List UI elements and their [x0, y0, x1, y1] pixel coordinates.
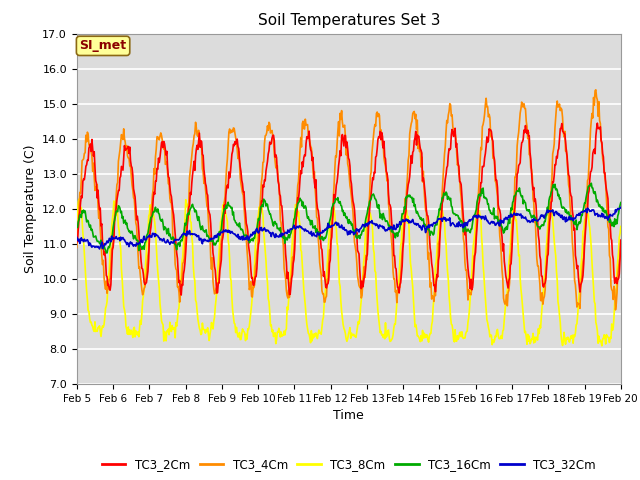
TC3_32Cm	[431, 221, 439, 227]
TC3_2Cm	[223, 182, 231, 188]
TC3_8Cm	[73, 218, 81, 224]
TC3_16Cm	[416, 214, 424, 220]
TC3_16Cm	[73, 225, 81, 230]
Text: SI_met: SI_met	[79, 39, 127, 52]
TC3_32Cm	[140, 235, 147, 241]
Line: TC3_32Cm: TC3_32Cm	[77, 207, 621, 249]
TC3_4Cm	[139, 292, 147, 298]
TC3_4Cm	[194, 133, 202, 139]
TC3_8Cm	[431, 263, 439, 268]
TC3_4Cm	[431, 289, 438, 295]
TC3_2Cm	[431, 289, 439, 295]
TC3_8Cm	[195, 321, 202, 327]
TC3_8Cm	[598, 343, 605, 348]
TC3_4Cm	[415, 139, 422, 144]
Line: TC3_8Cm: TC3_8Cm	[77, 199, 621, 346]
TC3_16Cm	[103, 250, 111, 256]
TC3_4Cm	[617, 239, 625, 244]
Title: Soil Temperatures Set 3: Soil Temperatures Set 3	[257, 13, 440, 28]
TC3_2Cm	[416, 141, 424, 146]
TC3_16Cm	[431, 222, 439, 228]
TC3_8Cm	[617, 224, 625, 229]
TC3_4Cm	[612, 307, 620, 313]
TC3_8Cm	[416, 336, 424, 342]
TC3_4Cm	[592, 87, 600, 93]
TC3_32Cm	[83, 237, 90, 243]
TC3_8Cm	[223, 218, 231, 224]
Line: TC3_4Cm: TC3_4Cm	[77, 90, 621, 310]
TC3_16Cm	[617, 200, 625, 205]
TC3_32Cm	[195, 233, 202, 239]
TC3_32Cm	[416, 224, 424, 230]
TC3_2Cm	[195, 138, 202, 144]
TC3_4Cm	[73, 244, 81, 250]
TC3_2Cm	[593, 120, 601, 126]
Line: TC3_16Cm: TC3_16Cm	[77, 183, 621, 253]
TC3_2Cm	[139, 266, 147, 272]
TC3_16Cm	[223, 201, 231, 207]
X-axis label: Time: Time	[333, 409, 364, 422]
TC3_32Cm	[223, 229, 231, 235]
TC3_4Cm	[223, 165, 230, 170]
TC3_8Cm	[140, 293, 147, 299]
TC3_2Cm	[83, 162, 90, 168]
TC3_8Cm	[84, 297, 92, 302]
TC3_16Cm	[83, 219, 90, 225]
Y-axis label: Soil Temperature (C): Soil Temperature (C)	[24, 144, 36, 273]
TC3_2Cm	[617, 237, 625, 243]
TC3_2Cm	[73, 240, 81, 245]
TC3_2Cm	[177, 292, 185, 298]
TC3_32Cm	[617, 204, 625, 210]
TC3_16Cm	[195, 214, 202, 219]
TC3_32Cm	[95, 246, 103, 252]
TC3_16Cm	[588, 180, 595, 186]
Line: TC3_2Cm: TC3_2Cm	[77, 123, 621, 295]
TC3_4Cm	[83, 139, 90, 144]
TC3_32Cm	[73, 234, 81, 240]
TC3_16Cm	[140, 243, 147, 249]
TC3_8Cm	[76, 196, 83, 202]
Legend: TC3_2Cm, TC3_4Cm, TC3_8Cm, TC3_16Cm, TC3_32Cm: TC3_2Cm, TC3_4Cm, TC3_8Cm, TC3_16Cm, TC3…	[97, 454, 600, 476]
